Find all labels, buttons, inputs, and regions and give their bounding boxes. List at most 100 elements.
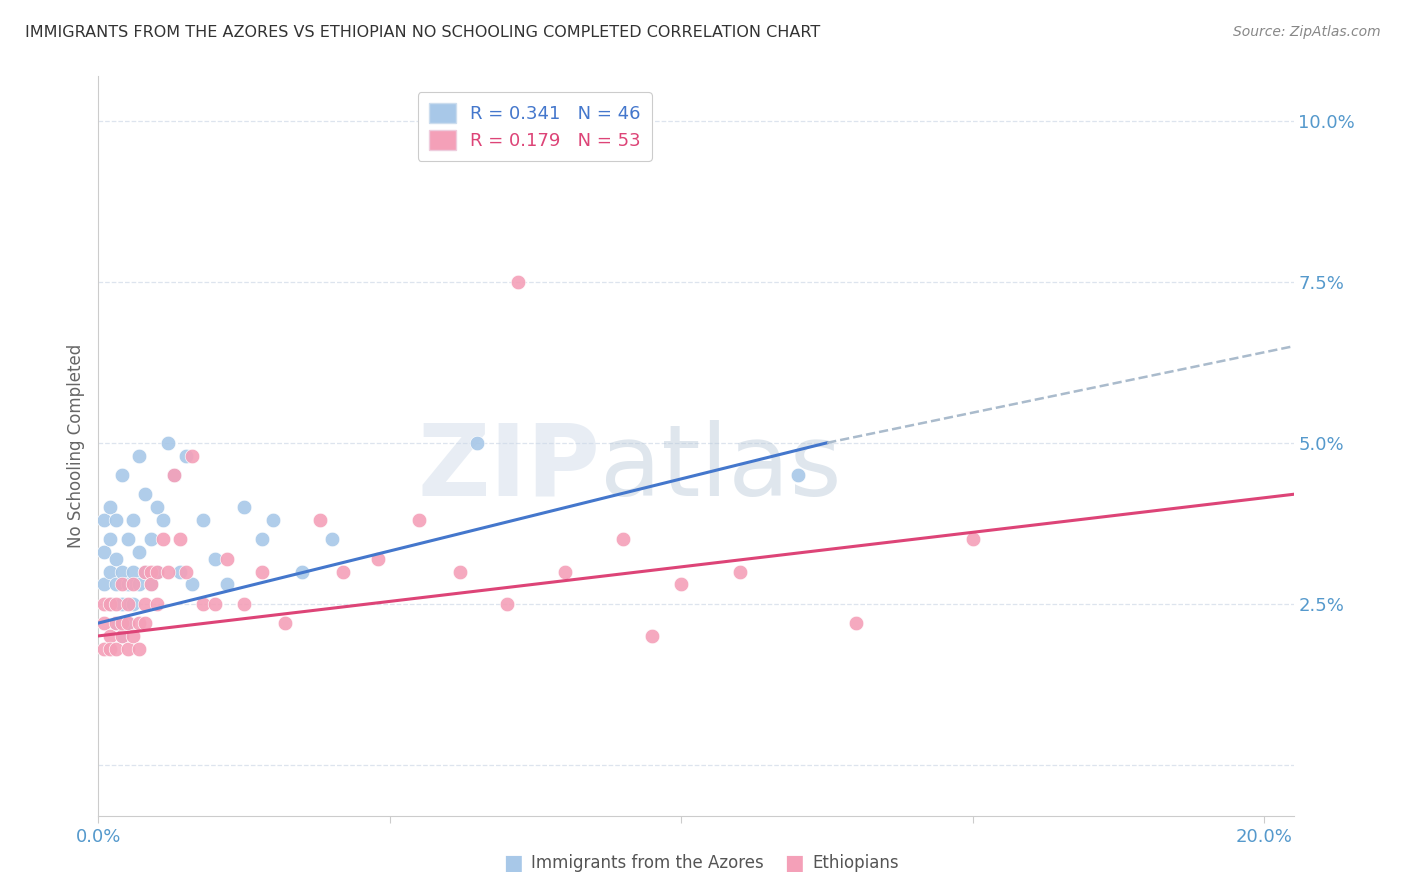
Point (128, 577, 150, 591)
Point (671, 577, 693, 591)
Point (508, 275, 530, 289)
Point (117, 615, 139, 630)
Point (787, 467, 810, 482)
Point (180, 577, 202, 591)
Point (193, 597, 215, 611)
Point (104, 615, 127, 630)
Point (204, 551, 226, 566)
Point (122, 597, 145, 611)
Point (111, 467, 134, 482)
Point (98, 597, 121, 611)
Point (122, 629, 145, 643)
Point (98, 629, 121, 643)
Point (122, 565, 145, 579)
Text: atlas: atlas (600, 420, 842, 516)
Point (104, 615, 127, 630)
Point (93, 577, 115, 591)
Point (215, 577, 238, 591)
Point (134, 597, 156, 611)
Point (128, 641, 150, 656)
Point (250, 533, 273, 547)
Point (845, 615, 868, 630)
Point (122, 577, 145, 591)
Point (134, 487, 156, 501)
Y-axis label: No Schooling Completed: No Schooling Completed (66, 344, 84, 548)
Point (152, 533, 174, 547)
Point (117, 615, 139, 630)
Text: ZIP: ZIP (418, 420, 600, 516)
Point (117, 641, 139, 656)
Legend: R = 0.341   N = 46, R = 0.179   N = 53: R = 0.341 N = 46, R = 0.179 N = 53 (418, 92, 651, 161)
Point (134, 615, 156, 630)
Point (98, 500, 121, 515)
Point (332, 565, 354, 579)
Point (139, 577, 162, 591)
Point (104, 577, 127, 591)
Point (93, 641, 115, 656)
Point (163, 467, 186, 482)
Point (174, 565, 197, 579)
Point (152, 513, 174, 527)
Text: ■: ■ (785, 854, 804, 873)
Point (98, 533, 121, 547)
Point (98, 597, 121, 611)
Point (962, 533, 984, 547)
Point (367, 551, 389, 566)
Point (449, 565, 471, 579)
Point (98, 641, 121, 656)
Point (145, 500, 167, 515)
Point (122, 513, 145, 527)
Text: Source: ZipAtlas.com: Source: ZipAtlas.com (1233, 25, 1381, 39)
Point (104, 641, 127, 656)
Point (321, 533, 343, 547)
Point (291, 565, 314, 579)
Text: Immigrants from the Azores: Immigrants from the Azores (531, 855, 765, 872)
Point (128, 449, 150, 463)
Point (169, 533, 191, 547)
Point (262, 513, 284, 527)
Point (193, 513, 215, 527)
Point (111, 629, 134, 643)
Point (117, 597, 139, 611)
Text: ■: ■ (503, 854, 523, 873)
Point (309, 513, 332, 527)
Point (117, 577, 139, 591)
Point (139, 577, 162, 591)
Point (174, 449, 197, 463)
Point (204, 597, 226, 611)
Point (233, 597, 256, 611)
Point (169, 565, 191, 579)
Point (104, 597, 127, 611)
Point (93, 513, 115, 527)
Point (104, 513, 127, 527)
Point (145, 565, 167, 579)
Point (93, 597, 115, 611)
Point (139, 565, 162, 579)
Point (111, 597, 134, 611)
Point (274, 615, 297, 630)
Point (98, 565, 121, 579)
Point (139, 533, 162, 547)
Point (111, 577, 134, 591)
Point (93, 545, 115, 559)
Point (641, 629, 664, 643)
Text: Ethiopians: Ethiopians (813, 855, 900, 872)
Point (111, 565, 134, 579)
Point (215, 551, 238, 566)
Point (128, 615, 150, 630)
Point (145, 565, 167, 579)
Point (134, 565, 156, 579)
Point (728, 565, 751, 579)
Point (250, 565, 273, 579)
Point (111, 615, 134, 630)
Point (134, 565, 156, 579)
Point (157, 565, 180, 579)
Point (612, 533, 634, 547)
Point (157, 435, 180, 450)
Point (495, 597, 517, 611)
Point (117, 533, 139, 547)
Point (145, 597, 167, 611)
Point (467, 435, 489, 450)
Point (128, 545, 150, 559)
Point (408, 513, 430, 527)
